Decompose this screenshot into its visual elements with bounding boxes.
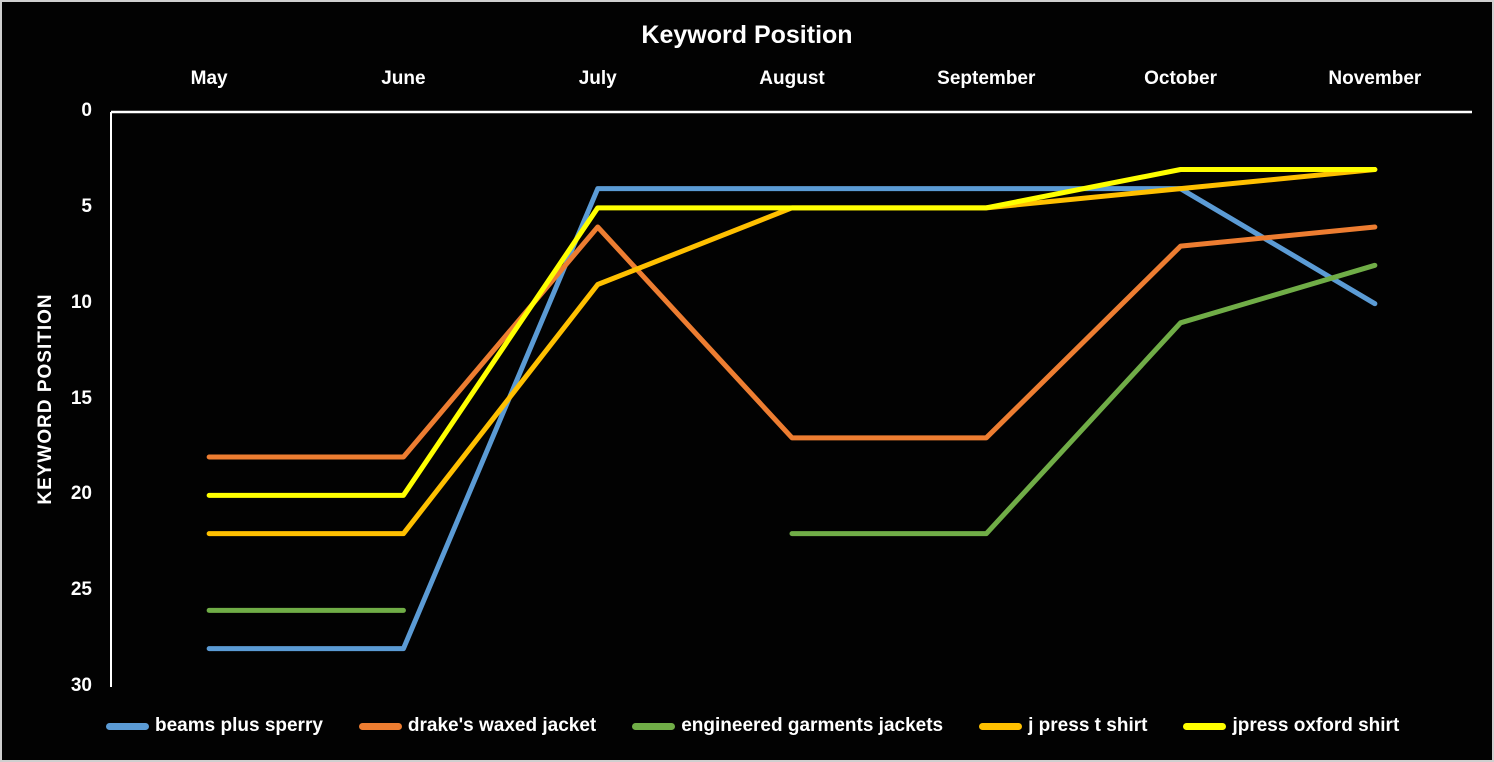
legend-item-j-press-t-shirt: j press t shirt xyxy=(979,715,1147,737)
legend-swatch-icon xyxy=(106,722,149,730)
legend-swatch-icon xyxy=(979,722,1023,730)
legend-item-drake-s-waxed-jacket: drake's waxed jacket xyxy=(358,715,597,737)
legend-item-jpress-oxford-shirt: jpress oxford shirt xyxy=(1183,715,1399,737)
series-line-j-press-t-shirt xyxy=(206,167,1378,537)
legend-swatch-icon xyxy=(358,722,402,730)
series-line-engineered-garments-jackets xyxy=(789,262,1378,537)
legend-label: beams plus sperry xyxy=(155,715,323,736)
legend-label: engineered garments jackets xyxy=(681,715,944,736)
legend-label: jpress oxford shirt xyxy=(1232,715,1400,736)
legend-item-engineered-garments-jackets: engineered garments jackets xyxy=(632,715,943,737)
legend: beams plus sperry drake's waxed jacket eng… xyxy=(106,715,1399,737)
legend-item-beams-plus-sperry: beams plus sperry xyxy=(106,715,323,737)
legend-swatch-icon xyxy=(632,722,676,730)
series-line-beams-plus-sperry xyxy=(206,186,1378,652)
chart-title: Keyword Position xyxy=(641,21,853,49)
legend-label: drake's waxed jacket xyxy=(407,715,597,736)
legend-label: j press t shirt xyxy=(1028,715,1148,736)
legend-swatch-icon xyxy=(1183,722,1227,730)
series-line-drake-s-waxed-jacket xyxy=(206,224,1378,460)
series-line-jpress-oxford-shirt xyxy=(206,167,1378,498)
